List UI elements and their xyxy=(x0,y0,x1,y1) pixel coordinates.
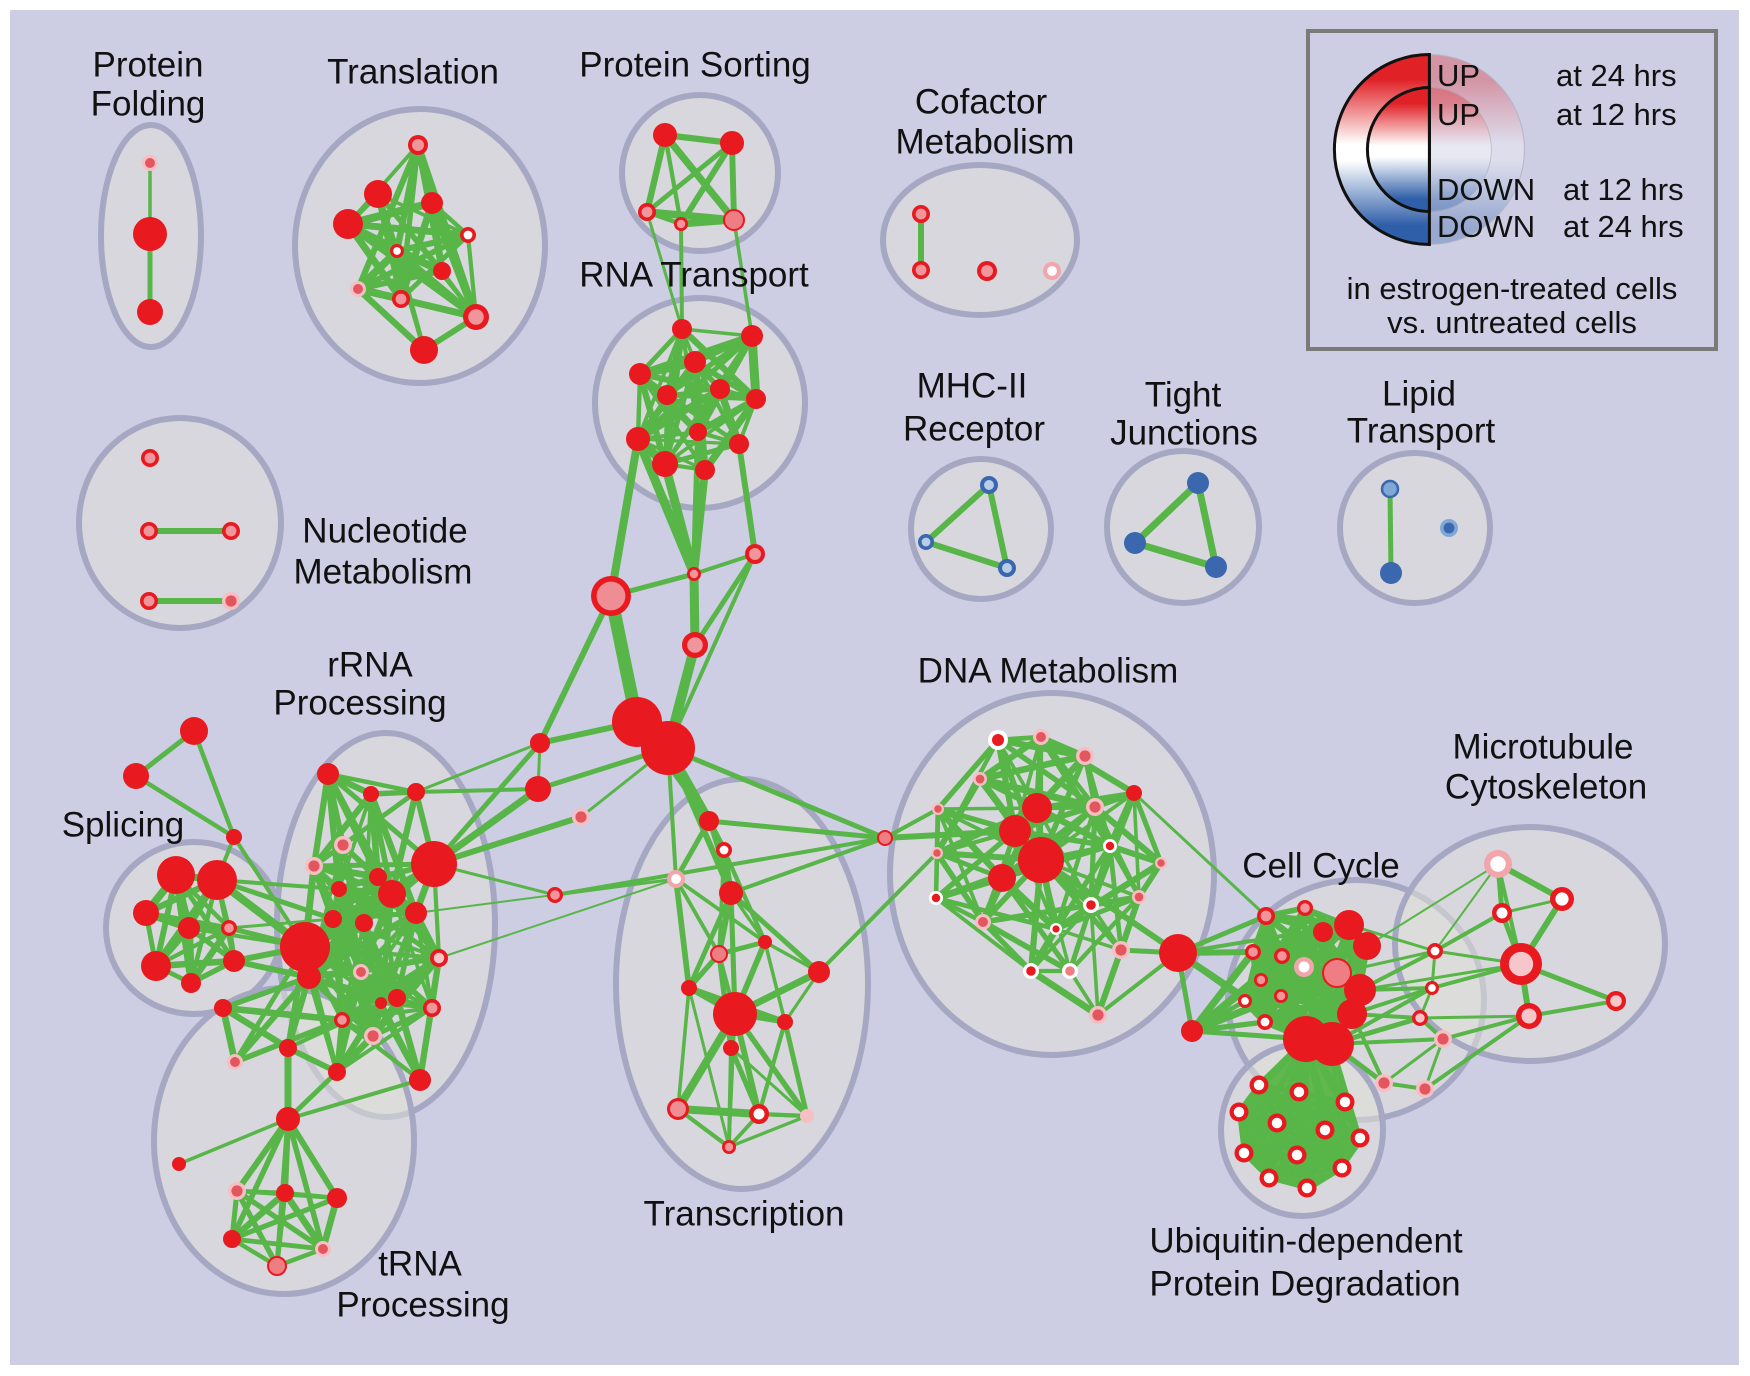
svg-text:Ubiquitin-dependent: Ubiquitin-dependent xyxy=(1149,1222,1463,1261)
svg-text:Cell Cycle: Cell Cycle xyxy=(1242,847,1400,886)
svg-text:DOWN: DOWN xyxy=(1437,172,1535,207)
svg-text:rRNA: rRNA xyxy=(327,646,413,685)
svg-text:DOWN: DOWN xyxy=(1437,209,1535,244)
svg-text:at 12 hrs: at 12 hrs xyxy=(1556,97,1677,132)
svg-text:Receptor: Receptor xyxy=(903,410,1045,449)
svg-text:Cytoskeleton: Cytoskeleton xyxy=(1445,768,1647,807)
svg-text:RNA Transport: RNA Transport xyxy=(579,256,809,295)
svg-text:Folding: Folding xyxy=(91,85,206,124)
svg-text:Transcription: Transcription xyxy=(644,1195,845,1234)
svg-text:Microtubule: Microtubule xyxy=(1453,728,1634,767)
svg-text:Protein: Protein xyxy=(93,46,204,85)
svg-text:UP: UP xyxy=(1437,97,1480,132)
svg-text:Protein Sorting: Protein Sorting xyxy=(579,46,811,85)
svg-text:Metabolism: Metabolism xyxy=(294,553,473,592)
svg-text:Lipid: Lipid xyxy=(1382,375,1456,414)
svg-text:vs. untreated cells: vs. untreated cells xyxy=(1387,305,1637,340)
svg-text:Translation: Translation xyxy=(327,53,499,92)
svg-text:Processing: Processing xyxy=(273,684,446,723)
svg-text:in estrogen-treated cells: in estrogen-treated cells xyxy=(1347,271,1678,306)
svg-text:tRNA: tRNA xyxy=(378,1245,462,1284)
svg-text:at 24 hrs: at 24 hrs xyxy=(1556,58,1677,93)
svg-text:Processing: Processing xyxy=(336,1286,509,1325)
svg-text:Transport: Transport xyxy=(1347,412,1496,451)
svg-text:Metabolism: Metabolism xyxy=(896,123,1075,162)
svg-text:Junctions: Junctions xyxy=(1110,414,1258,453)
svg-text:Protein Degradation: Protein Degradation xyxy=(1149,1265,1460,1304)
svg-text:Splicing: Splicing xyxy=(62,806,185,845)
svg-text:DNA Metabolism: DNA Metabolism xyxy=(918,652,1179,691)
svg-text:at 24 hrs: at 24 hrs xyxy=(1563,209,1684,244)
svg-text:MHC-II: MHC-II xyxy=(917,367,1028,406)
svg-text:Tight: Tight xyxy=(1145,376,1222,415)
svg-text:UP: UP xyxy=(1437,58,1480,93)
svg-text:at 12 hrs: at 12 hrs xyxy=(1563,172,1684,207)
svg-text:Nucleotide: Nucleotide xyxy=(302,512,467,551)
svg-text:Cofactor: Cofactor xyxy=(915,83,1048,122)
